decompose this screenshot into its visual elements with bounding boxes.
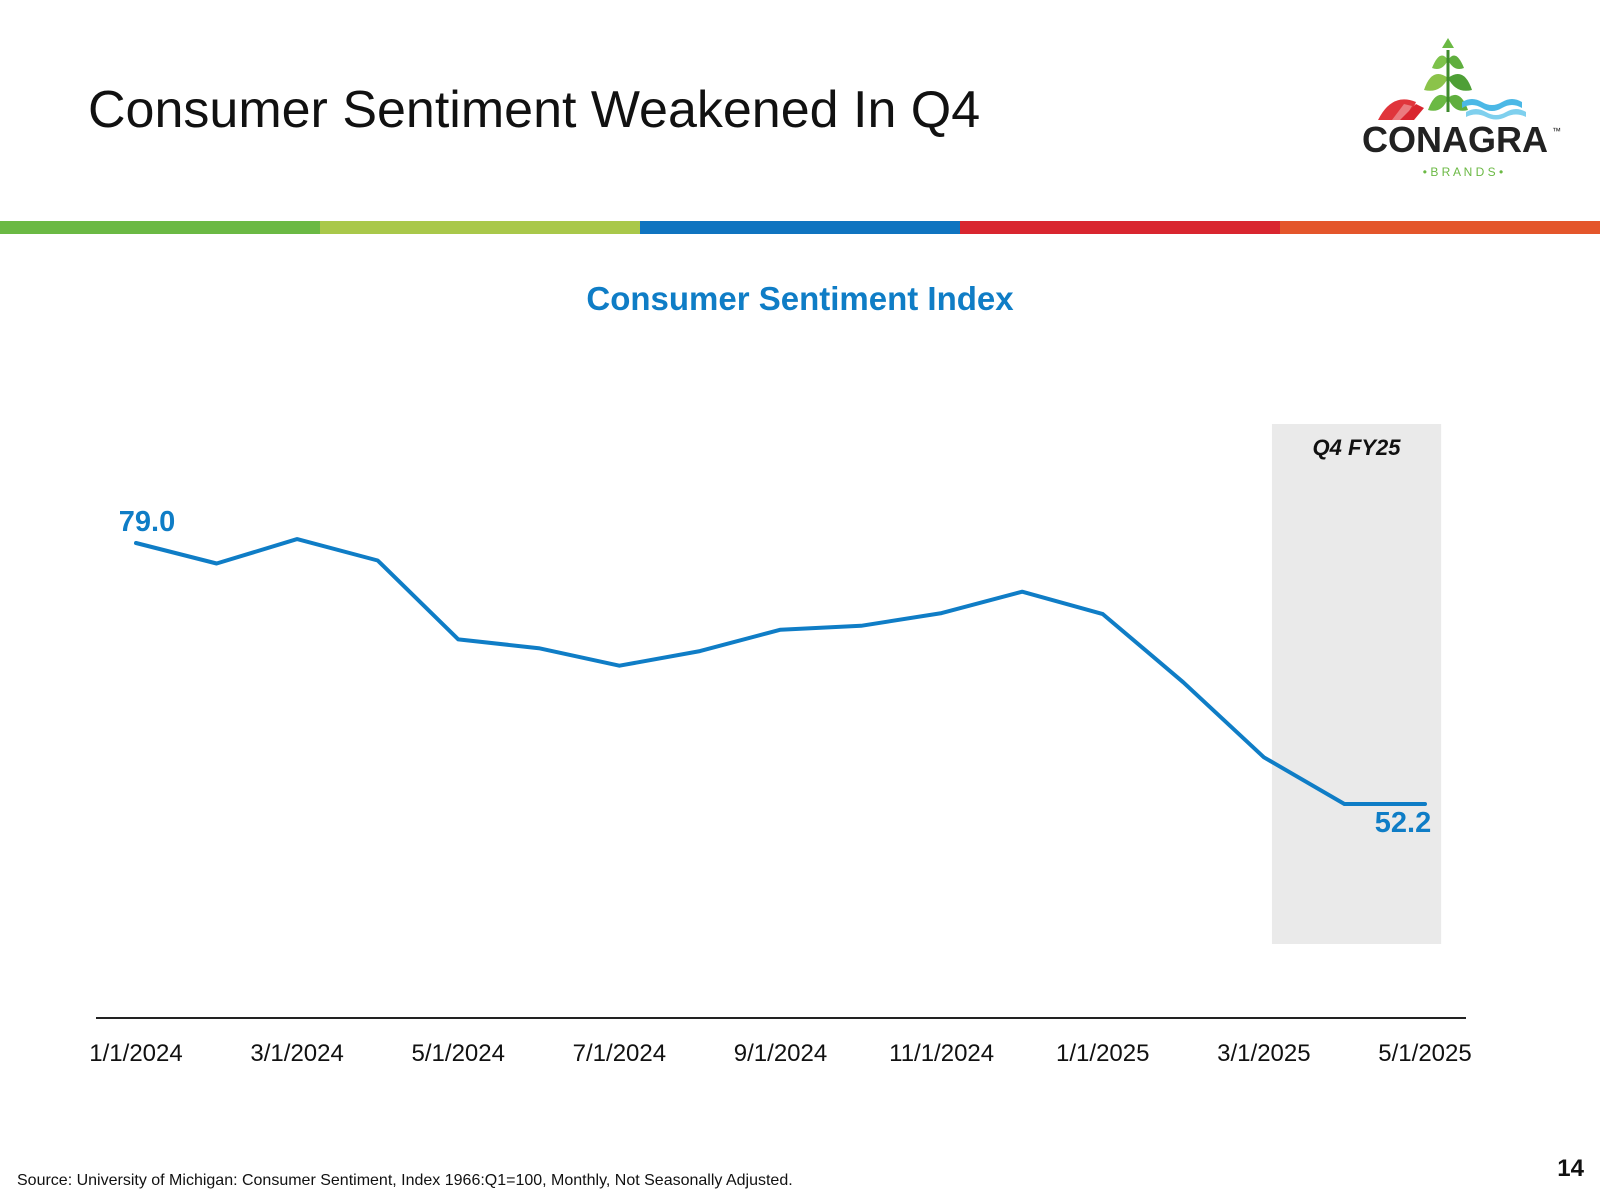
chart-title: Consumer Sentiment Index [586,280,1014,317]
x-tick-label: 1/1/2025 [1056,1040,1149,1067]
stripe-segment [1280,221,1600,234]
q4-highlight-band [1271,424,1442,944]
field-icon [1378,99,1424,120]
x-tick-label: 9/1/2024 [734,1040,827,1067]
logo-trademark: ™ [1552,126,1561,136]
source-note: Source: University of Michigan: Consumer… [17,1172,793,1189]
data-label-first: 79.0 [119,506,175,538]
x-tick-label: 7/1/2024 [573,1040,666,1067]
stripe-segment [960,221,1280,234]
x-tick-label: 1/1/2024 [89,1040,182,1067]
stripe-segment [0,221,320,234]
slide-title: Consumer Sentiment Weakened In Q4 [88,81,981,139]
x-tick-label: 3/1/2025 [1217,1040,1310,1067]
stripe-segment [640,221,960,234]
page-number: 14 [1557,1155,1584,1182]
stripe-segment [320,221,640,234]
q4-highlight-label: Q4 FY25 [1312,435,1401,460]
leaf-icon [1424,38,1472,112]
conagra-logo: CONAGRA ™ • B R A N D S • [1362,38,1561,179]
logo-subtitle: • B R A N D S • [1423,165,1503,179]
x-tick-label: 3/1/2024 [250,1040,343,1067]
logo-wordmark: CONAGRA [1362,119,1548,160]
x-tick-label: 5/1/2025 [1378,1040,1471,1067]
brand-color-stripe [0,221,1600,234]
wave-icon [1462,99,1526,120]
series-line-consumer-sentiment [134,537,1427,806]
x-tick-label: 5/1/2024 [412,1040,505,1067]
x-tick-label: 11/1/2024 [889,1040,994,1067]
data-label-last: 52.2 [1375,807,1431,839]
